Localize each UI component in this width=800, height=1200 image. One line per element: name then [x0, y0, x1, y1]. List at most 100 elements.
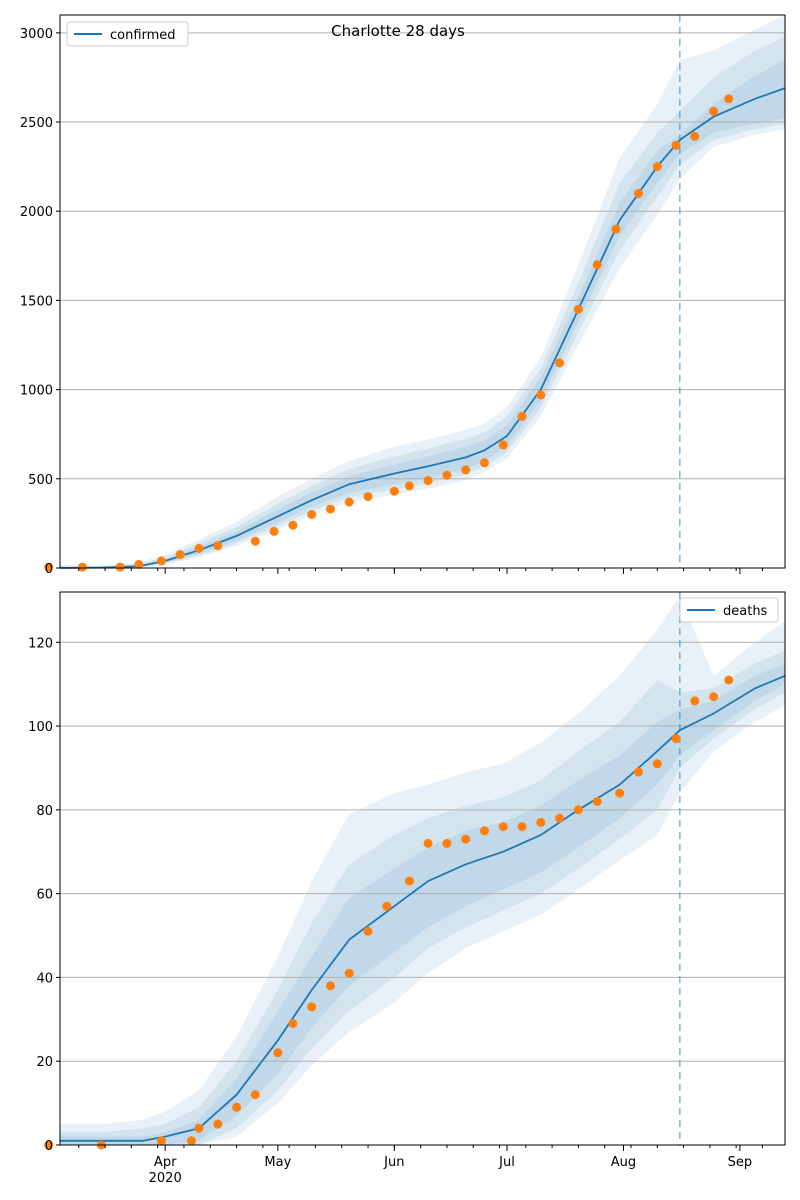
confirmed-observed-point: [363, 492, 373, 502]
confirmed-observed-point: [724, 94, 734, 104]
deaths-legend-label: deaths: [723, 604, 768, 619]
confirmed-observed-point: [307, 510, 317, 519]
confirmed-y-tick-label: 1000: [20, 384, 53, 399]
deaths-observed-point: [709, 692, 719, 702]
deaths-observed-point: [250, 1090, 260, 1100]
deaths-observed-point: [288, 1019, 298, 1028]
confirmed-observed-point: [344, 497, 354, 507]
deaths-observed-point: [442, 838, 452, 848]
confirmed-observed-point: [326, 504, 335, 514]
confirmed-legend-box: [66, 21, 189, 47]
deaths-observed-point: [480, 826, 489, 836]
deaths-band-1: [60, 650, 785, 1145]
deaths-observed-point: [232, 1102, 242, 1112]
deaths-legend-box: [679, 597, 779, 623]
confirmed-observed-point: [175, 550, 185, 560]
confirmed-y-tick-label: 2500: [20, 116, 53, 131]
deaths-x-tick-label: Apr: [154, 1155, 177, 1170]
deaths-observed-point: [634, 767, 643, 777]
deaths-observed-point: [273, 1048, 283, 1058]
deaths-observed-point: [615, 788, 625, 798]
confirmed-band-1: [60, 36, 785, 568]
deaths-observed-point: [307, 1002, 317, 1012]
deaths-y-tick-label: 40: [36, 971, 53, 986]
confirmed-observed-point: [709, 106, 719, 116]
deaths-observed-point: [344, 968, 354, 978]
confirmed-observed-point: [442, 470, 452, 480]
deaths-observed-point: [187, 1136, 196, 1146]
confirmed-observed-point: [536, 390, 546, 400]
deaths-observed-point: [404, 876, 414, 886]
deaths-y-tick-label: 60: [36, 888, 53, 903]
confirmed-observed-point: [690, 131, 700, 141]
deaths-y-tick-label: 0: [45, 1139, 53, 1154]
confirmed-observed-point: [461, 465, 471, 475]
confirmed-legend: confirmed: [66, 21, 189, 47]
deaths-observed-point: [44, 1140, 54, 1150]
deaths-observed-point: [194, 1123, 204, 1133]
confirmed-y-tick-label: 500: [28, 473, 53, 488]
deaths-y-tick-label: 120: [28, 636, 53, 651]
confirmed-legend-label: confirmed: [110, 28, 176, 43]
confirmed-observed-point: [555, 358, 565, 368]
confirmed-observed-point: [213, 541, 223, 551]
deaths-y-axis: 0 20 40 60 80 100 120: [28, 636, 60, 1154]
deaths-x-tick-label: Aug: [611, 1155, 636, 1170]
deaths-observed-point: [156, 1136, 166, 1146]
deaths-observed-point: [326, 981, 335, 991]
deaths-observed-points: [44, 675, 734, 1150]
deaths-x-tick-sublabel: 2020: [149, 1171, 182, 1186]
deaths-observed-point: [382, 901, 392, 911]
confirmed-y-tick-label: 3000: [20, 27, 53, 42]
confirmed-panel: 0 500 1000 1500 2000 2500 3000 Charlotte 28 da…: [20, 14, 786, 577]
confirmed-y-tick-label: 2000: [20, 205, 53, 220]
confirmed-observed-point: [498, 440, 508, 450]
deaths-x-tick-label: May: [264, 1155, 291, 1170]
deaths-gridlines: [60, 641, 785, 1062]
confirmed-axes-frame: [59, 14, 786, 569]
deaths-x-tick-label: Sep: [728, 1155, 753, 1170]
confirmed-observed-point: [250, 536, 260, 546]
deaths-y-tick-label: 100: [28, 720, 53, 735]
deaths-observed-point: [690, 696, 700, 706]
deaths-bands: [60, 596, 785, 1145]
confirmed-observed-point: [44, 562, 54, 572]
deaths-observed-point: [652, 759, 662, 769]
confirmed-observed-point: [156, 556, 166, 566]
deaths-observed-point: [573, 805, 583, 815]
deaths-observed-point: [461, 834, 471, 844]
confirmed-observed-point: [671, 140, 681, 150]
confirmed-observed-point: [652, 162, 662, 172]
confirmed-observed-point: [517, 411, 527, 421]
deaths-observed-point: [724, 675, 734, 685]
deaths-axes-frame: [59, 591, 786, 1146]
confirmed-observed-point: [423, 476, 433, 486]
deaths-x-tick-label: Jun: [383, 1155, 404, 1170]
confirmed-x-ticks: [78, 568, 763, 574]
confirmed-y-axis: 0 500 1000 1500 2000 2500 3000: [20, 27, 60, 577]
deaths-y-tick-label: 80: [36, 804, 53, 819]
confirmed-band-2: [60, 15, 785, 568]
deaths-x-tick-label: Jul: [498, 1155, 515, 1170]
confirmed-observed-point: [480, 458, 489, 468]
deaths-band-0: [60, 663, 785, 1145]
deaths-plot-area: [60, 592, 785, 1145]
confirmed-observed-point: [611, 224, 621, 234]
confirmed-observed-point: [288, 520, 298, 530]
confirmed-observed-points: [44, 94, 734, 572]
confirmed-observed-point: [134, 559, 144, 569]
confirmed-observed-point: [115, 562, 125, 572]
confirmed-observed-point: [269, 526, 279, 536]
deaths-observed-point: [423, 838, 433, 848]
confirmed-observed-point: [573, 304, 583, 314]
confirmed-observed-point: [592, 260, 602, 270]
deaths-observed-point: [555, 813, 565, 823]
confirmed-plot-area: [60, 15, 785, 568]
deaths-observed-point: [536, 817, 546, 827]
confirmed-y-tick-label: 1500: [20, 294, 53, 309]
deaths-band-2: [60, 596, 785, 1145]
deaths-observed-point: [592, 797, 602, 806]
confirmed-y-tick-label: 0: [45, 562, 53, 577]
deaths-observed-point: [498, 822, 508, 832]
